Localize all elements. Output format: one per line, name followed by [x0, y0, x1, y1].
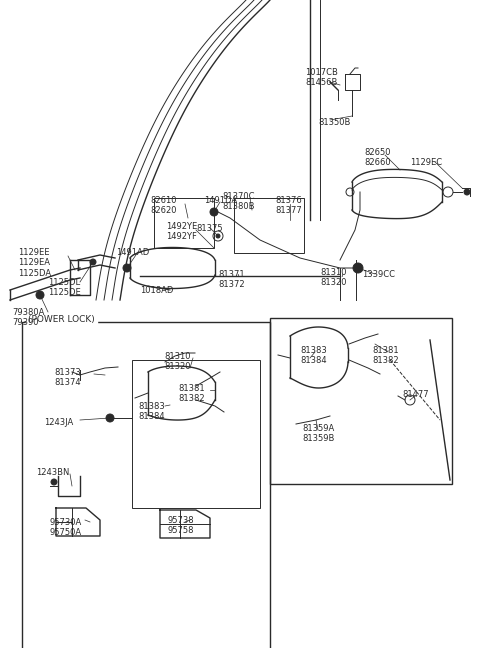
Text: 1129EC: 1129EC	[410, 158, 442, 167]
Bar	[132, 360, 260, 508]
Text: 1339CC: 1339CC	[362, 270, 395, 279]
Text: (POWER LOCK): (POWER LOCK)	[28, 315, 95, 324]
Circle shape	[51, 479, 57, 485]
Circle shape	[216, 234, 220, 238]
Bar	[234, 198, 304, 253]
Text: 81376
81377: 81376 81377	[275, 196, 302, 215]
Text: 1017CB
81456B: 1017CB 81456B	[305, 68, 338, 87]
Text: 1491AD: 1491AD	[116, 248, 149, 257]
Text: 1491DA: 1491DA	[204, 196, 237, 205]
Text: 1243JA: 1243JA	[44, 418, 73, 427]
Text: 81375: 81375	[196, 224, 223, 233]
Text: 1492YE
1492YF: 1492YE 1492YF	[166, 222, 197, 242]
Bar	[270, 318, 452, 484]
Text: 1018AD: 1018AD	[140, 286, 173, 295]
Text: 95738
95758: 95738 95758	[168, 516, 194, 535]
Text: 81373
81374: 81373 81374	[54, 368, 81, 388]
Circle shape	[353, 263, 363, 273]
Circle shape	[36, 291, 44, 299]
Text: 81371
81372: 81371 81372	[218, 270, 245, 290]
Text: 81370C
81380B: 81370C 81380B	[222, 192, 254, 211]
Text: 81381
81382: 81381 81382	[178, 384, 204, 404]
Text: 82650
82660: 82650 82660	[364, 148, 391, 167]
Text: 81383
81384: 81383 81384	[300, 346, 327, 365]
Circle shape	[464, 189, 470, 195]
Circle shape	[106, 414, 114, 422]
Text: 81381
81382: 81381 81382	[372, 346, 398, 365]
Bar	[154, 198, 214, 248]
Text: 1243BN: 1243BN	[36, 468, 70, 477]
Bar	[22, 322, 270, 648]
Circle shape	[123, 264, 131, 272]
Text: 82610
82620: 82610 82620	[150, 196, 177, 215]
Text: 81477: 81477	[402, 390, 429, 399]
Text: 81383
81384: 81383 81384	[138, 402, 165, 421]
Text: 81310
81320: 81310 81320	[164, 352, 191, 371]
Text: 81359A
81359B: 81359A 81359B	[302, 424, 335, 443]
Text: 79380A
79390: 79380A 79390	[12, 308, 44, 327]
Circle shape	[90, 259, 96, 265]
Text: 81310
81320: 81310 81320	[320, 268, 347, 288]
Text: 1129EE
1129EA
1125DA: 1129EE 1129EA 1125DA	[18, 248, 51, 278]
Text: 95730A
95750A: 95730A 95750A	[50, 518, 82, 537]
Text: 1125DL
1125DE: 1125DL 1125DE	[48, 278, 81, 297]
Text: 81350B: 81350B	[318, 118, 350, 127]
Circle shape	[210, 208, 218, 216]
